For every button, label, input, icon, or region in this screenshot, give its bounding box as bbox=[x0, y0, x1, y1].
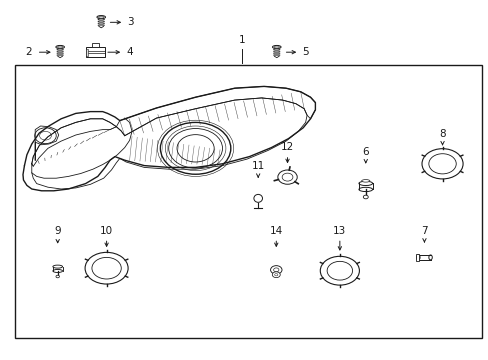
Ellipse shape bbox=[273, 54, 280, 56]
Ellipse shape bbox=[272, 45, 281, 49]
Circle shape bbox=[92, 257, 121, 279]
Circle shape bbox=[85, 252, 128, 284]
Text: 10: 10 bbox=[100, 226, 113, 236]
Ellipse shape bbox=[428, 255, 431, 260]
Circle shape bbox=[320, 256, 359, 285]
Ellipse shape bbox=[253, 194, 262, 202]
Ellipse shape bbox=[416, 255, 419, 260]
Ellipse shape bbox=[98, 24, 104, 26]
Ellipse shape bbox=[98, 19, 104, 20]
Bar bbox=[85, 49, 88, 56]
Bar bbox=[85, 48, 105, 57]
Circle shape bbox=[270, 266, 282, 274]
Ellipse shape bbox=[273, 53, 280, 54]
Ellipse shape bbox=[57, 53, 63, 54]
Ellipse shape bbox=[97, 15, 105, 19]
Ellipse shape bbox=[57, 51, 63, 52]
Circle shape bbox=[277, 170, 297, 184]
Ellipse shape bbox=[56, 45, 64, 49]
Ellipse shape bbox=[273, 51, 280, 52]
Circle shape bbox=[421, 149, 462, 179]
Bar bbox=[15, 65, 481, 338]
Text: 4: 4 bbox=[126, 47, 133, 57]
Circle shape bbox=[272, 272, 280, 278]
Ellipse shape bbox=[53, 265, 62, 268]
Text: 6: 6 bbox=[362, 147, 368, 157]
Text: 11: 11 bbox=[251, 161, 264, 171]
Ellipse shape bbox=[98, 23, 104, 24]
Circle shape bbox=[56, 275, 60, 278]
Circle shape bbox=[363, 195, 367, 199]
Text: 13: 13 bbox=[332, 226, 346, 236]
Circle shape bbox=[274, 274, 277, 276]
Text: 14: 14 bbox=[269, 226, 283, 236]
Ellipse shape bbox=[53, 270, 62, 273]
Text: 1: 1 bbox=[238, 35, 245, 45]
Ellipse shape bbox=[57, 49, 63, 50]
Text: 7: 7 bbox=[420, 226, 427, 236]
Ellipse shape bbox=[358, 187, 372, 192]
Ellipse shape bbox=[358, 181, 372, 185]
Ellipse shape bbox=[98, 21, 104, 22]
Text: 3: 3 bbox=[127, 17, 134, 27]
Ellipse shape bbox=[361, 180, 369, 182]
Bar bbox=[91, 44, 99, 48]
Text: 12: 12 bbox=[280, 142, 294, 152]
Bar bbox=[415, 254, 418, 261]
Circle shape bbox=[326, 261, 352, 280]
Circle shape bbox=[428, 154, 455, 174]
Ellipse shape bbox=[57, 54, 63, 56]
Text: 2: 2 bbox=[25, 47, 32, 57]
Text: 5: 5 bbox=[302, 47, 308, 57]
Circle shape bbox=[273, 268, 278, 272]
Ellipse shape bbox=[273, 49, 280, 50]
Circle shape bbox=[282, 173, 292, 181]
Text: 9: 9 bbox=[54, 226, 61, 236]
Text: 8: 8 bbox=[438, 129, 445, 139]
